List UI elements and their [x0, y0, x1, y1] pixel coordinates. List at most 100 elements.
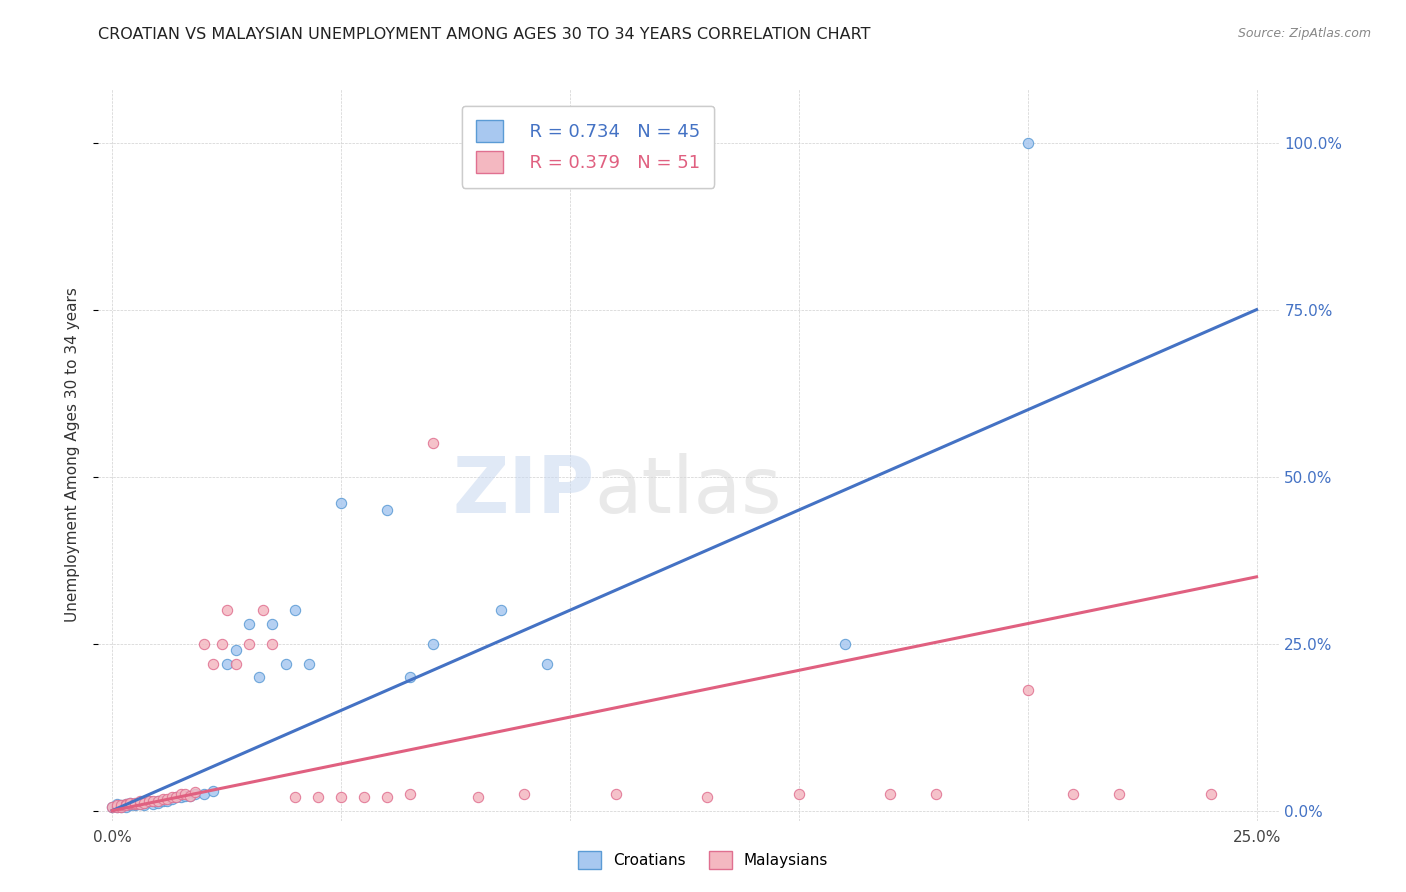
Point — [398, 787, 420, 801]
Point — [513, 787, 536, 801]
Point — [152, 791, 174, 805]
Point — [398, 670, 420, 684]
Point — [115, 800, 138, 814]
Point — [128, 796, 150, 810]
Point — [201, 657, 224, 671]
Text: ZIP: ZIP — [453, 453, 595, 530]
Point — [696, 790, 718, 805]
Point — [110, 798, 132, 813]
Point — [146, 794, 169, 808]
Point — [110, 800, 132, 814]
Point — [422, 637, 444, 651]
Point — [201, 783, 224, 797]
Point — [105, 798, 128, 813]
Point — [247, 670, 270, 684]
Point — [193, 637, 215, 651]
Point — [101, 800, 124, 814]
Point — [238, 616, 260, 631]
Point — [1017, 136, 1039, 150]
Point — [307, 790, 329, 805]
Point — [834, 637, 856, 651]
Point — [225, 643, 247, 657]
Point — [165, 790, 187, 805]
Point — [160, 790, 183, 805]
Point — [215, 603, 238, 617]
Point — [134, 796, 156, 810]
Point — [211, 637, 233, 651]
Point — [298, 657, 321, 671]
Point — [330, 496, 353, 510]
Point — [152, 794, 174, 808]
Point — [101, 800, 124, 814]
Point — [179, 789, 201, 803]
Point — [142, 794, 165, 808]
Point — [284, 603, 307, 617]
Point — [1062, 787, 1084, 801]
Point — [491, 603, 513, 617]
Point — [274, 657, 297, 671]
Legend: Croatians, Malaysians: Croatians, Malaysians — [572, 845, 834, 875]
Point — [134, 796, 156, 810]
Point — [1017, 683, 1039, 698]
Point — [252, 603, 274, 617]
Point — [105, 800, 128, 814]
Point — [605, 787, 627, 801]
Point — [183, 787, 205, 801]
Point — [238, 637, 260, 651]
Point — [925, 787, 948, 801]
Text: CROATIAN VS MALAYSIAN UNEMPLOYMENT AMONG AGES 30 TO 34 YEARS CORRELATION CHART: CROATIAN VS MALAYSIAN UNEMPLOYMENT AMONG… — [98, 27, 870, 42]
Point — [128, 797, 150, 811]
Point — [330, 790, 353, 805]
Point — [353, 790, 375, 805]
Point — [174, 787, 197, 801]
Point — [138, 794, 160, 808]
Point — [146, 794, 169, 808]
Point — [115, 797, 138, 811]
Point — [183, 785, 205, 799]
Point — [262, 637, 284, 651]
Point — [142, 797, 165, 811]
Point — [156, 794, 179, 808]
Point — [138, 794, 160, 808]
Point — [375, 790, 398, 805]
Point — [170, 787, 193, 801]
Point — [134, 798, 156, 813]
Point — [105, 797, 128, 811]
Point — [110, 800, 132, 814]
Point — [193, 787, 215, 801]
Point — [120, 796, 142, 810]
Point — [467, 790, 489, 805]
Point — [1108, 787, 1130, 801]
Point — [128, 797, 150, 811]
Point — [120, 797, 142, 811]
Point — [124, 797, 146, 811]
Point — [879, 787, 901, 801]
Point — [225, 657, 247, 671]
Point — [156, 791, 179, 805]
Point — [170, 790, 193, 805]
Point — [124, 797, 146, 811]
Point — [787, 787, 810, 801]
Point — [536, 657, 558, 671]
Point — [105, 800, 128, 814]
Point — [124, 796, 146, 810]
Point — [179, 789, 201, 803]
Point — [146, 796, 169, 810]
Point — [375, 503, 398, 517]
Text: Source: ZipAtlas.com: Source: ZipAtlas.com — [1237, 27, 1371, 40]
Point — [120, 796, 142, 810]
Point — [160, 791, 183, 805]
Point — [215, 657, 238, 671]
Point — [115, 797, 138, 811]
Point — [110, 798, 132, 813]
Point — [422, 436, 444, 450]
Point — [1199, 787, 1222, 801]
Legend:   R = 0.734   N = 45,   R = 0.379   N = 51: R = 0.734 N = 45, R = 0.379 N = 51 — [461, 105, 714, 187]
Point — [284, 790, 307, 805]
Point — [115, 798, 138, 813]
Point — [174, 789, 197, 803]
Point — [120, 798, 142, 813]
Point — [165, 790, 187, 805]
Point — [124, 798, 146, 813]
Point — [262, 616, 284, 631]
